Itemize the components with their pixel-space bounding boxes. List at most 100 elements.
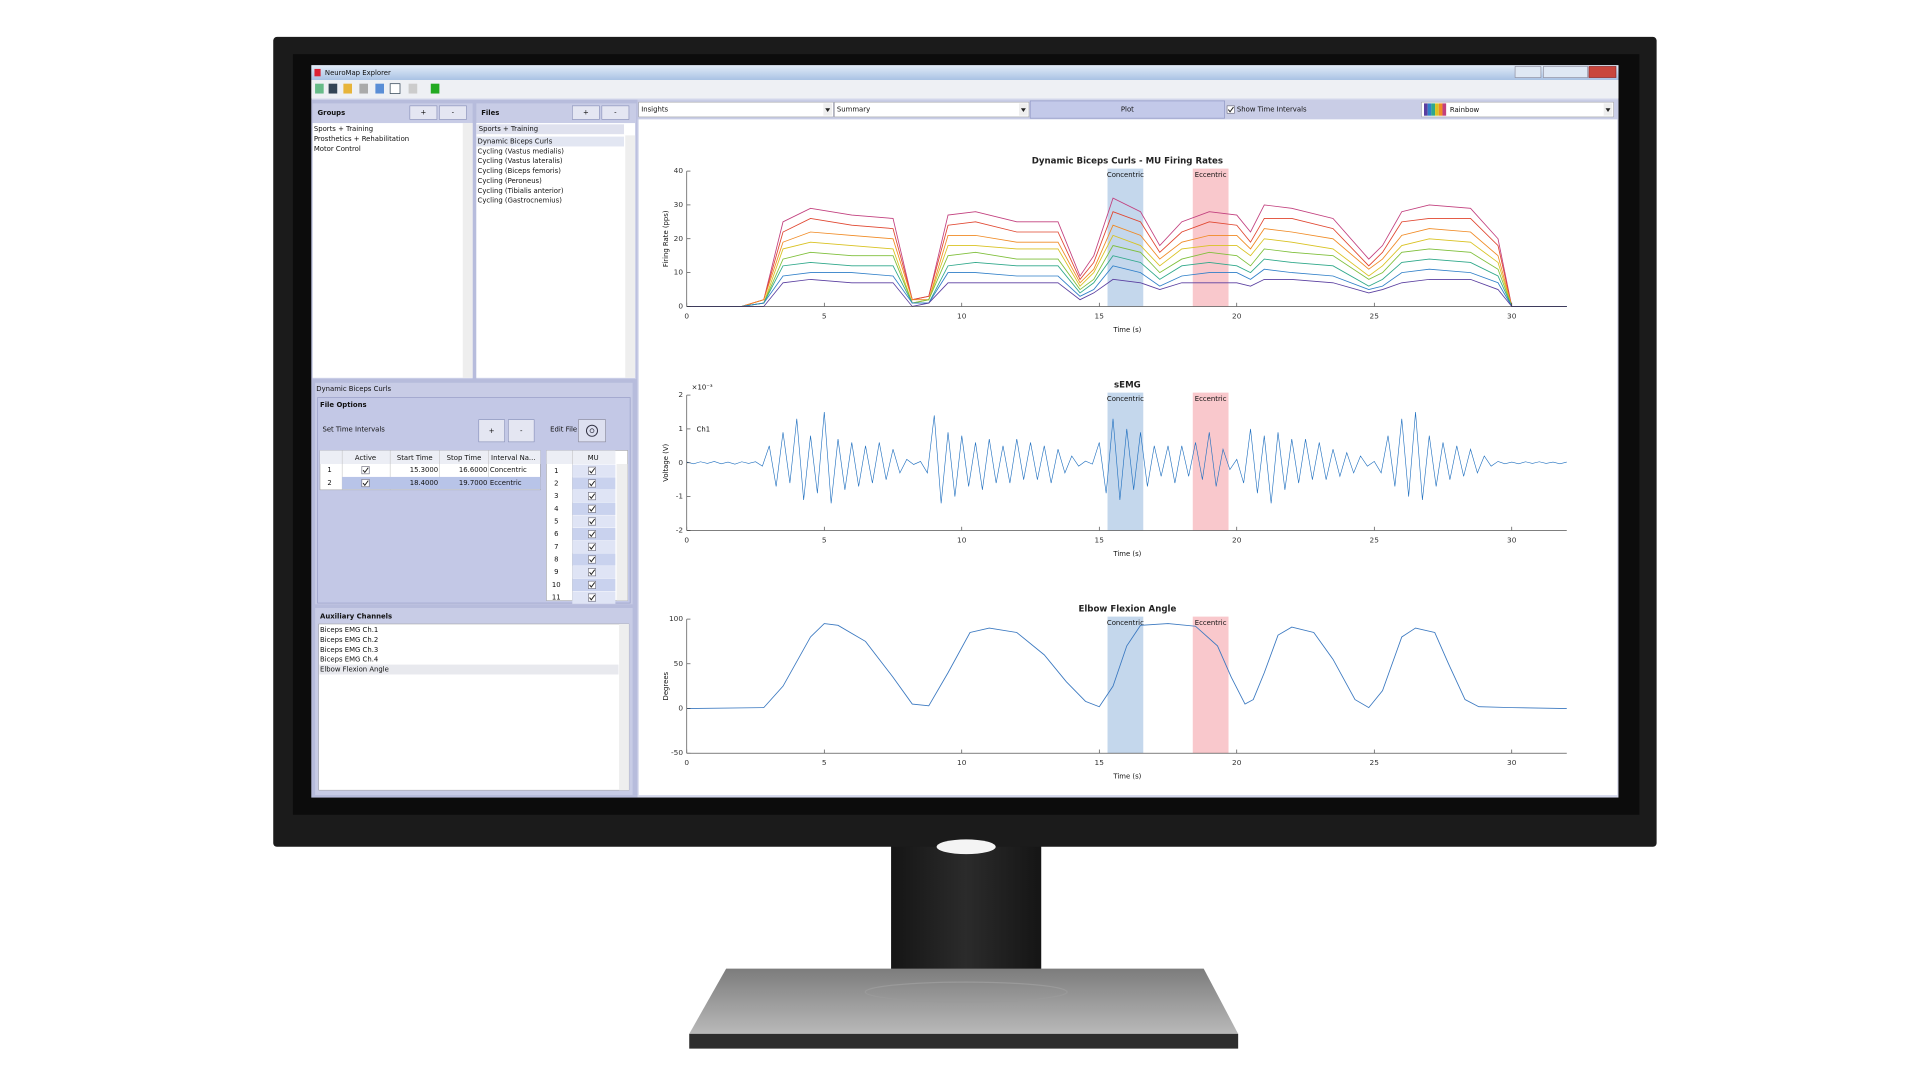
button-label: Plot [1121, 106, 1134, 114]
data-line [686, 234, 1567, 307]
plot-button[interactable] [1029, 100, 1225, 119]
list-item: Cycling (Vastus lateralis) [478, 157, 563, 165]
time-interval [1192, 616, 1229, 754]
checkbox[interactable] [588, 593, 596, 602]
time-interval [1192, 392, 1229, 531]
files-list [476, 123, 636, 378]
tool-icon[interactable] [359, 83, 368, 94]
button[interactable] [478, 419, 505, 443]
selection [319, 664, 619, 675]
view-dropdown[interactable] [638, 101, 834, 118]
checkbox[interactable] [361, 466, 370, 475]
y-axis-label: Firing Rate (pps) [662, 210, 670, 267]
y-axis-label: Voltage (V) [662, 443, 670, 481]
label: Set Time Intervals [322, 426, 385, 434]
stand-notch [936, 839, 996, 855]
edit-file-button[interactable] [578, 419, 606, 443]
tool-icon[interactable] [430, 83, 440, 94]
data-line [686, 211, 1567, 307]
checkbox[interactable] [588, 542, 596, 551]
check-glyph [589, 531, 596, 538]
button[interactable] [409, 105, 438, 120]
check-glyph [589, 518, 596, 525]
panel-title: Files [481, 109, 499, 117]
x-tick-label: 15 [1095, 311, 1105, 320]
cell: 18.4000 [410, 479, 438, 487]
button-label: - [452, 109, 455, 117]
checkbox[interactable] [361, 479, 370, 488]
checkbox[interactable] [588, 530, 596, 539]
check-glyph [589, 569, 596, 576]
checkbox[interactable] [588, 466, 596, 475]
title-bar [311, 65, 1619, 80]
list-item: Biceps EMG Ch.1 [320, 626, 378, 634]
check-glyph [362, 480, 369, 487]
checkbox[interactable] [588, 568, 596, 577]
scrollbar[interactable] [625, 135, 636, 378]
window-title: NeuroMap Explorer [325, 69, 391, 77]
data-line [686, 255, 1567, 307]
close-button[interactable] [1588, 66, 1617, 78]
x-tick-label: 5 [822, 535, 827, 544]
button[interactable] [572, 105, 600, 120]
y-tick-label: -50 [671, 748, 683, 757]
checkbox[interactable] [588, 580, 596, 589]
x-tick-label: 20 [1232, 311, 1242, 320]
button-label: - [520, 427, 523, 435]
data-line [686, 411, 1567, 504]
colormap-swatch [1424, 103, 1447, 116]
check-glyph [589, 468, 596, 474]
x-tick-label: 15 [1095, 758, 1105, 767]
y-tick-label: 0 [678, 301, 683, 310]
tool-icon[interactable] [328, 83, 338, 94]
cell: 15.3000 [410, 466, 438, 474]
tool-icon[interactable] [343, 83, 352, 94]
tool-icon[interactable] [389, 83, 401, 94]
section-label: Dynamic Biceps Curls [316, 385, 391, 393]
x-tick-label: 25 [1370, 535, 1380, 544]
check-glyph [589, 582, 596, 588]
mode-dropdown[interactable] [834, 101, 1030, 118]
checkbox[interactable] [588, 492, 596, 501]
tool-icon[interactable] [375, 83, 384, 94]
checkbox[interactable] [588, 517, 596, 526]
list-item: Prosthetics + Rehabilitation [314, 135, 409, 143]
checkbox[interactable] [588, 555, 596, 564]
y-tick-label: 10 [674, 268, 684, 277]
swatch-stripe [1431, 103, 1436, 116]
cell: 6 [554, 530, 558, 538]
cell: 11 [552, 594, 561, 602]
swatch-stripe [1427, 103, 1432, 116]
scrollbar[interactable] [462, 123, 473, 378]
data-line [686, 245, 1567, 307]
cell: 19.7000 [459, 479, 487, 487]
panel-title: Groups [318, 109, 346, 117]
x-tick-label: 10 [957, 311, 967, 320]
minimize-button[interactable] [1514, 66, 1542, 78]
x-tick-label: 30 [1507, 311, 1517, 320]
button[interactable] [601, 105, 630, 120]
column-header: Start Time [397, 454, 433, 462]
button[interactable] [508, 419, 535, 443]
column-header: MU [588, 454, 599, 462]
checkbox[interactable] [588, 479, 596, 488]
interval-label: Eccentric [1195, 171, 1227, 179]
x-tick-label: 20 [1232, 535, 1242, 544]
scrollbar[interactable] [619, 624, 629, 791]
scrollbar[interactable] [616, 464, 628, 601]
tool-icon[interactable] [408, 83, 418, 94]
maximize-button[interactable] [1543, 66, 1589, 78]
cell: 10 [552, 581, 561, 589]
panel-title: Auxiliary Channels [320, 613, 392, 621]
check-glyph [362, 467, 369, 474]
y-tick-label: -2 [676, 525, 683, 534]
button[interactable] [439, 105, 467, 120]
list-item: Biceps EMG Ch.3 [320, 646, 378, 654]
tool-icon[interactable] [315, 83, 324, 94]
x-tick-label: 15 [1095, 535, 1105, 544]
checkbox[interactable] [1226, 105, 1235, 114]
checkbox[interactable] [588, 504, 596, 513]
checkbox-label: Show Time Intervals [1237, 106, 1307, 114]
colormap-dropdown[interactable] [1421, 101, 1614, 118]
